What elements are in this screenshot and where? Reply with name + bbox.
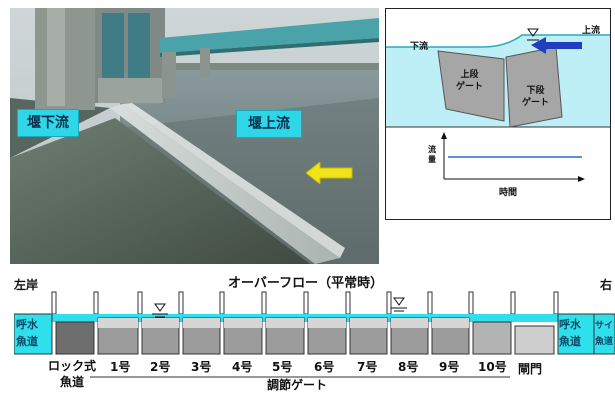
lower-gate-label-line1: 下段 <box>526 86 545 96</box>
gate-number-3: 3号 <box>191 360 212 374</box>
lower-gate-shape <box>505 46 563 128</box>
upper-gate-label-line1: 上段 <box>460 70 479 80</box>
control-gate-label: 調節ゲート <box>267 378 328 392</box>
control-gate-bracket <box>90 376 510 378</box>
rock-fishway-label: ロック式 魚道 <box>48 358 96 390</box>
rock-fishway-label-line1: ロック式 <box>48 359 97 373</box>
gate-number-6: 6号 <box>314 360 335 374</box>
inset-downstream-label: 下流 <box>410 42 429 52</box>
right-fishway-label: 呼水 魚道 <box>559 316 581 350</box>
right-edge-label-line1: サイ <box>595 321 614 331</box>
gate-number-7: 7号 <box>357 360 378 374</box>
overflow-title: オーバーフロー（平常時） <box>228 276 384 291</box>
dam-photo-image <box>10 8 379 264</box>
left-fishway-label-line2: 魚道 <box>16 335 38 348</box>
gate-number-2: 2号 <box>150 360 171 374</box>
lower-gate-label-line2: ゲート <box>522 98 550 108</box>
downstream-label: 堰下流 <box>17 109 79 137</box>
graph-x-label: 時間 <box>499 188 518 198</box>
gate-number-9: 9号 <box>439 360 460 374</box>
gate-number-4: 4号 <box>232 360 253 374</box>
right-edge-label: サイ 魚道 <box>595 318 613 350</box>
left-bank-label: 左岸 <box>14 278 39 292</box>
right-bank-label: 右 <box>600 278 613 292</box>
dam-photo: 堰下流 堰上流 <box>10 8 379 264</box>
lower-gate-label: 下段 ゲート <box>522 85 549 109</box>
sluice-label: 閘門 <box>518 362 543 376</box>
upstream-label: 堰上流 <box>236 110 302 138</box>
upper-gate-label-line2: ゲート <box>456 82 484 92</box>
upper-gate-shape <box>437 50 505 122</box>
flow-arrow-icon <box>306 162 353 184</box>
left-fishway-label: 呼水 魚道 <box>16 316 38 350</box>
upper-gate-label: 上段 ゲート <box>456 69 483 93</box>
gate-number-1: 1号 <box>110 360 131 374</box>
gate-number-5: 5号 <box>272 360 293 374</box>
graph-y-label: 流量 <box>428 145 436 164</box>
gate-number-8: 8号 <box>398 360 419 374</box>
gate-schematic: 上流 下流 上段 ゲート 下段 ゲート 流量 時間 <box>385 8 611 220</box>
gate-number-10: 10号 <box>478 360 507 374</box>
gate-schematic-drawing <box>386 28 610 182</box>
right-edge-label-line2: 魚道 <box>595 337 614 347</box>
gate-elevation-drawing <box>14 291 615 355</box>
inset-upstream-label: 上流 <box>582 26 601 36</box>
right-fishway-label-line2: 魚道 <box>559 335 581 348</box>
rock-fishway-label-line2: 魚道 <box>60 375 85 389</box>
right-fishway-label-line1: 呼水 <box>559 318 581 331</box>
left-fishway-label-line1: 呼水 <box>16 318 38 331</box>
